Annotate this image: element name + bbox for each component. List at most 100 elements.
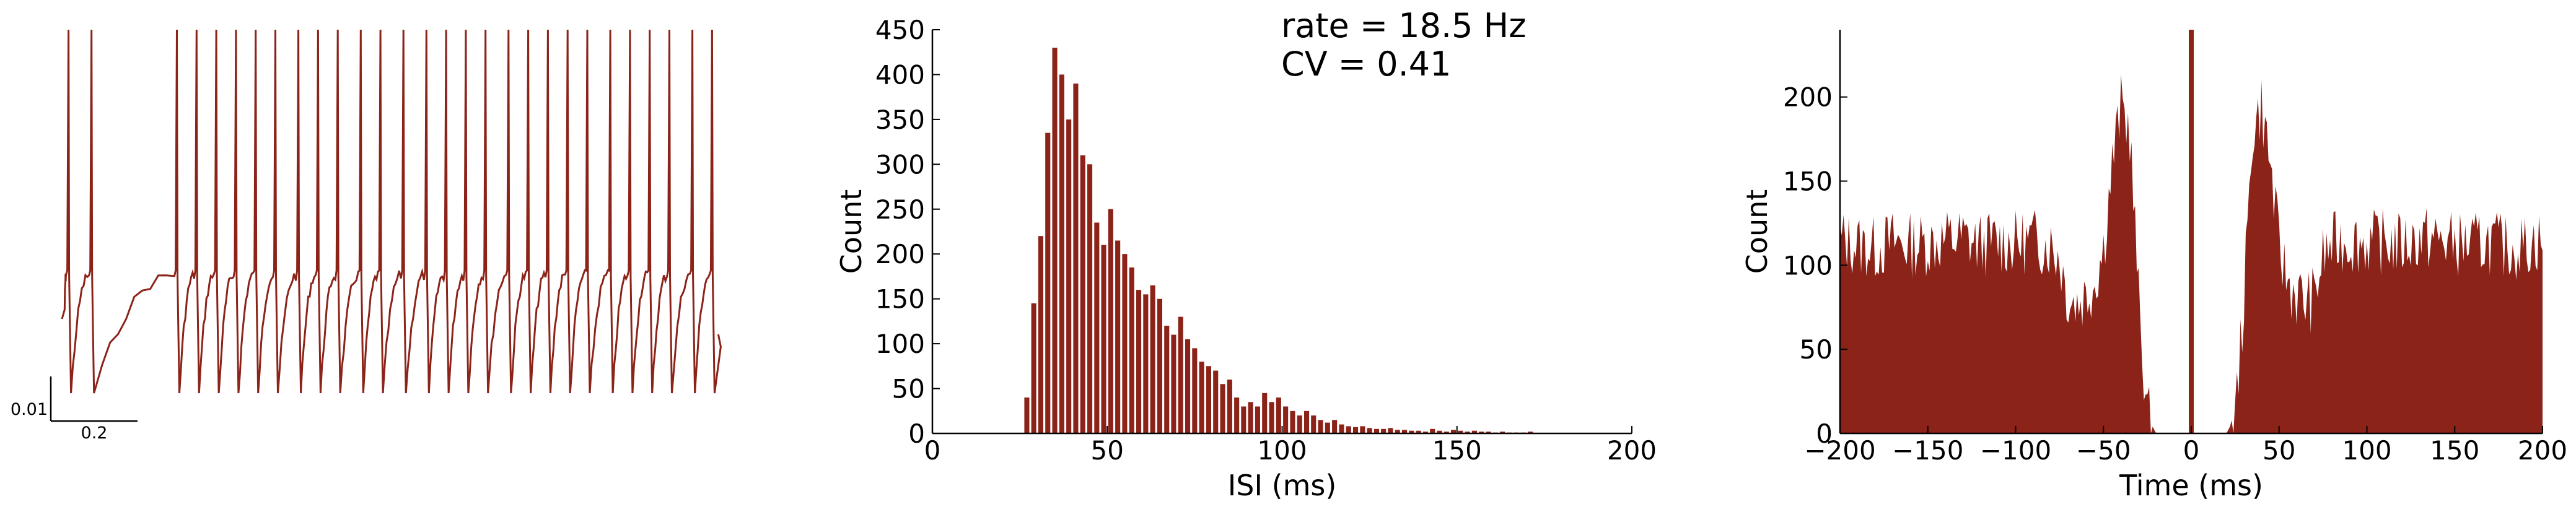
isi-bar xyxy=(1528,432,1533,433)
acg-x-tick-label: −50 xyxy=(2076,435,2131,466)
acg-y-tick-label: 150 xyxy=(1783,167,1833,197)
isi-bar xyxy=(1164,326,1170,433)
isi-y-tick-label: 400 xyxy=(875,59,925,90)
cv-annotation: CV = 0.41 xyxy=(1281,45,1451,84)
isi-bar xyxy=(1304,411,1310,433)
isi-bar xyxy=(1346,426,1351,433)
isi-bar xyxy=(1444,432,1449,433)
isi-bar xyxy=(1486,432,1491,433)
voltage-trace-panel: 0.01 0.2 xyxy=(11,29,722,443)
isi-x-tick-label: 150 xyxy=(1432,435,1482,466)
isi-bar xyxy=(1227,380,1232,433)
isi-bar xyxy=(1185,339,1191,433)
isi-bar xyxy=(1220,384,1225,433)
isi-bar xyxy=(1234,398,1240,433)
isi-bar xyxy=(1339,424,1344,433)
isi-bar xyxy=(1276,398,1281,433)
isi-x-tick-label: 0 xyxy=(924,435,941,466)
isi-x-tick-label: 50 xyxy=(1091,435,1124,466)
isi-bar xyxy=(1500,432,1505,433)
isi-bar xyxy=(1136,290,1142,433)
acg-x-tick-label: −150 xyxy=(1892,435,1963,466)
isi-bar xyxy=(1129,267,1134,433)
isi-y-axis-label: Count xyxy=(835,189,868,274)
isi-bar xyxy=(1052,48,1058,433)
isi-bar xyxy=(1430,428,1435,433)
isi-bar xyxy=(1437,430,1442,433)
isi-bar xyxy=(1031,303,1036,433)
isi-bar xyxy=(1115,240,1121,433)
isi-bar xyxy=(1297,415,1302,433)
acg-x-tick-label: −200 xyxy=(1804,435,1875,466)
isi-y-tick-label: 300 xyxy=(875,149,925,180)
isi-bar xyxy=(1373,428,1379,433)
isi-bar xyxy=(1171,334,1176,433)
rate-annotation: rate = 18.5 Hz xyxy=(1281,6,1527,45)
isi-bar xyxy=(1422,432,1428,433)
isi-bar xyxy=(1325,422,1330,433)
acg-x-axis-label: Time (ms) xyxy=(2119,469,2263,502)
isi-bar xyxy=(1157,298,1162,433)
isi-y-tick-label: 50 xyxy=(892,374,925,404)
isi-bar xyxy=(1451,430,1457,433)
acg-y-tick-label: 0 xyxy=(1816,419,1833,449)
zero-lag-bar xyxy=(2189,30,2194,433)
isi-bar xyxy=(1059,74,1064,433)
isi-x-tick-label: 100 xyxy=(1257,435,1307,466)
isi-bar xyxy=(1206,366,1211,433)
acg-y-tick-label: 50 xyxy=(1800,334,1833,365)
scalebar-y-label: 0.01 xyxy=(11,400,48,419)
acg-x-tick-label: 100 xyxy=(2342,435,2391,466)
autocorrelogram-area xyxy=(1840,74,2543,433)
isi-bar xyxy=(1381,428,1387,433)
acg-x-tick-label: 50 xyxy=(2263,435,2295,466)
isi-bar xyxy=(1038,236,1043,433)
isi-y-tick-label: 450 xyxy=(875,15,925,45)
acg-x-tick-label: −100 xyxy=(1980,435,2051,466)
isi-bar xyxy=(1367,428,1372,433)
isi-bar xyxy=(1409,430,1414,433)
isi-bar xyxy=(1471,430,1477,433)
isi-bar xyxy=(1353,427,1359,433)
isi-bar xyxy=(1416,430,1421,433)
isi-bar xyxy=(1143,294,1149,433)
isi-bar xyxy=(1080,155,1085,434)
isi-bar xyxy=(1073,83,1079,433)
isi-bar xyxy=(1311,415,1316,433)
isi-bar xyxy=(1269,402,1274,433)
acg-y-tick-label: 100 xyxy=(1783,250,1833,280)
acg-x-tick-label: 0 xyxy=(2183,435,2200,466)
isi-y-tick-label: 200 xyxy=(875,239,925,269)
isi-bar xyxy=(1122,254,1128,433)
isi-bar xyxy=(1150,285,1155,433)
isi-bar xyxy=(1255,406,1260,433)
isi-y-tick-label: 150 xyxy=(875,284,925,315)
isi-y-tick-label: 350 xyxy=(875,105,925,135)
isi-bar xyxy=(1192,348,1198,433)
isi-x-axis-label: ISI (ms) xyxy=(1228,469,1337,502)
isi-bar xyxy=(1213,370,1219,433)
isi-bar xyxy=(1094,222,1100,433)
isi-x-tick-label: 200 xyxy=(1607,435,1657,466)
isi-bar xyxy=(1045,133,1051,433)
isi-bar xyxy=(1101,245,1106,433)
isi-bar xyxy=(1458,430,1463,433)
autocorrelogram-panel: −200 −150 −100 −50 0 50 100 150 200 0 50 100 150 200 T… xyxy=(1740,30,2567,502)
isi-bar xyxy=(1066,119,1072,433)
isi-bar xyxy=(1262,393,1268,433)
isi-bar xyxy=(1248,402,1253,433)
isi-y-tick-label: 0 xyxy=(908,419,925,449)
isi-bar xyxy=(1318,420,1323,433)
isi-bar xyxy=(1178,316,1183,433)
isi-y-tick-label: 100 xyxy=(875,329,925,359)
isi-bar xyxy=(1360,426,1365,433)
isi-y-tick-label: 250 xyxy=(875,194,925,225)
isi-bar xyxy=(1388,428,1393,433)
isi-bar xyxy=(1241,406,1246,433)
isi-bar xyxy=(1332,420,1338,433)
isi-bar xyxy=(1465,432,1470,433)
isi-bar xyxy=(1290,411,1295,433)
isi-histogram-panel: 0 50 100 150 200 0 50 100 150 200 250 300 350 400 450 I… xyxy=(835,6,1657,502)
